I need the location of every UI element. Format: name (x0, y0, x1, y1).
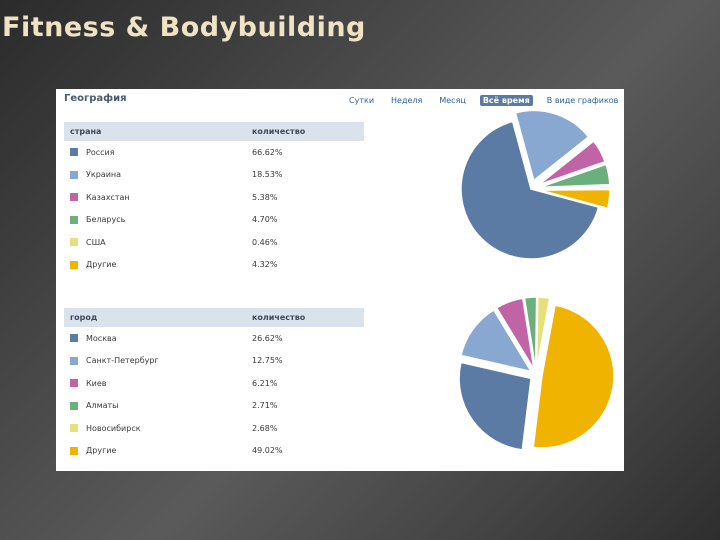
city-row: Санкт-Петербург 12.75% (64, 350, 364, 373)
row-value: 0.46% (252, 237, 278, 247)
row-value: 5.38% (252, 192, 278, 202)
legend-cell: Казахстан (64, 193, 252, 202)
column-header-country: страна (70, 127, 102, 136)
row-value: 18.53% (252, 170, 283, 180)
legend-cell: Москва (64, 334, 252, 343)
countries-pie-chart (460, 109, 611, 260)
country-row: Казахстан 5.38% (64, 186, 364, 209)
legend-cell: Украина (64, 170, 252, 179)
row-value: 2.68% (252, 423, 278, 433)
tab-graph-view[interactable]: В виде графиков (546, 95, 619, 105)
row-label: Алматы (86, 401, 119, 411)
row-label: Украина (86, 170, 122, 180)
countries-table-header: страна количество (64, 122, 364, 141)
row-value: 4.32% (252, 260, 278, 270)
legend-cell: США (64, 238, 252, 247)
row-value: 49.02% (252, 446, 283, 456)
color-swatch (70, 356, 78, 365)
cities-pie-chart (458, 296, 615, 451)
row-value: 26.62% (252, 333, 283, 343)
row-value: 12.75% (252, 356, 283, 366)
city-row: Москва 26.62% (64, 327, 364, 350)
row-label: Беларусь (86, 215, 126, 225)
period-tabs: Сутки Неделя Месяц Всё время В виде граф… (346, 93, 621, 107)
cities-table-header: город количество (64, 308, 364, 327)
pie-slice-1 (458, 361, 532, 451)
country-row: Другие 4.32% (64, 254, 364, 277)
row-value: 4.70% (252, 215, 278, 225)
legend-cell: Киев (64, 379, 252, 388)
row-label: Москва (86, 333, 117, 343)
row-label: Санкт-Петербург (86, 356, 159, 366)
row-label: Киев (86, 378, 107, 388)
city-row: Киев 6.21% (64, 372, 364, 395)
row-label: Новосибирск (86, 423, 141, 433)
countries-table: страна количество Россия 66.62% Украина 18.… (64, 122, 364, 276)
pie-slice-4 (523, 296, 538, 370)
pie-slice-3 (538, 140, 606, 186)
row-value: 2.71% (252, 401, 278, 411)
pie-slice-4 (539, 163, 611, 189)
pie-slice-5 (535, 296, 551, 370)
color-swatch (70, 148, 78, 157)
column-header-count: количество (252, 313, 306, 322)
tab-all-time[interactable]: Всё время (479, 94, 533, 106)
row-label: США (86, 237, 106, 247)
legend-cell: Другие (64, 446, 252, 455)
color-swatch (70, 401, 78, 410)
city-row: Алматы 2.71% (64, 395, 364, 418)
city-row: Другие 49.02% (64, 440, 364, 463)
color-swatch (70, 334, 78, 343)
legend-cell: Беларусь (64, 215, 252, 224)
color-swatch (70, 260, 78, 269)
color-swatch (70, 424, 78, 433)
color-swatch (70, 215, 78, 224)
pie-slice-6 (532, 304, 615, 449)
row-label: Россия (86, 147, 115, 157)
color-swatch (70, 446, 78, 455)
legend-cell: Алматы (64, 401, 252, 410)
pie-slice-5 (539, 185, 611, 190)
tab-week[interactable]: Неделя (391, 95, 423, 105)
pie-slice-1 (460, 120, 600, 260)
country-row: Россия 66.62% (64, 141, 364, 164)
legend-cell: Россия (64, 148, 252, 157)
legend-cell: Другие (64, 260, 252, 269)
slide-title: Fitness & Bodybuilding (2, 12, 366, 43)
country-row: Украина 18.53% (64, 164, 364, 187)
legend-cell: Санкт-Петербург (64, 356, 252, 365)
color-swatch (70, 170, 78, 179)
tab-month[interactable]: Месяц (439, 95, 466, 105)
pie-slice-2 (514, 109, 590, 182)
row-value: 6.21% (252, 378, 278, 388)
row-label: Казахстан (86, 192, 130, 202)
pie-slice-3 (495, 297, 535, 370)
cities-table: город количество Москва 26.62% Санкт-Петер… (64, 308, 364, 462)
country-row: США 0.46% (64, 231, 364, 254)
row-value: 66.62% (252, 147, 283, 157)
country-row: Беларусь 4.70% (64, 209, 364, 232)
tab-day[interactable]: Сутки (349, 95, 375, 105)
row-label: Другие (86, 260, 117, 270)
pie-slice-6 (539, 188, 611, 210)
color-swatch (70, 238, 78, 247)
geography-panel: География Сутки Неделя Месяц Всё время В… (56, 89, 624, 471)
row-label: Другие (86, 446, 117, 456)
color-swatch (70, 193, 78, 202)
legend-cell: Новосибирск (64, 424, 252, 433)
city-row: Новосибирск 2.68% (64, 417, 364, 440)
pie-slice-2 (460, 308, 533, 373)
column-header-city: город (70, 313, 98, 322)
color-swatch (70, 379, 78, 388)
panel-title: География (64, 93, 127, 104)
column-header-count: количество (252, 127, 306, 136)
